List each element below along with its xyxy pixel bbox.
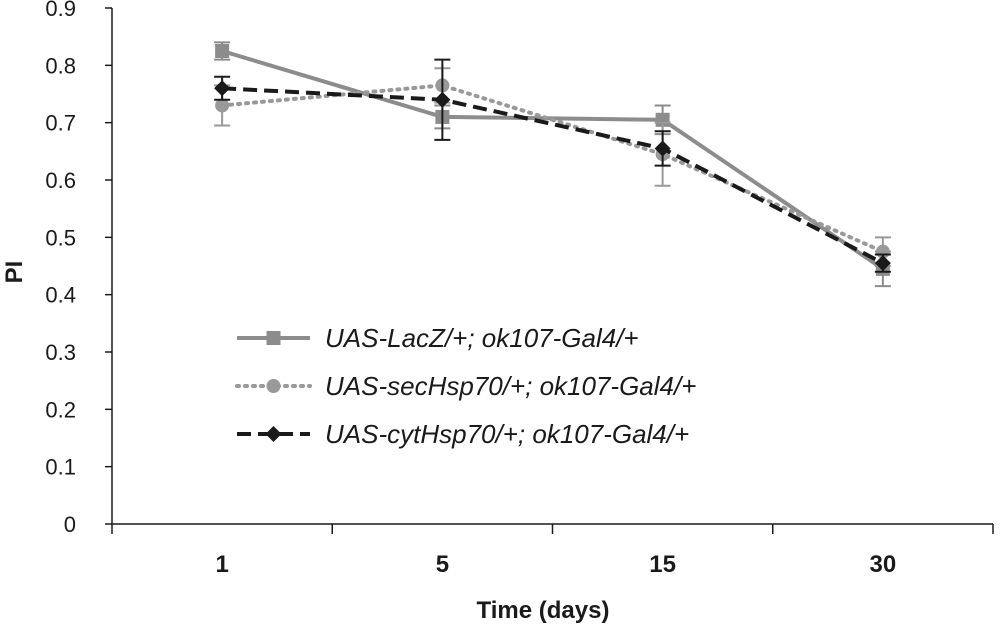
x-axis-title: Time (days) xyxy=(477,597,610,624)
y-tick-label: 0 xyxy=(64,512,76,537)
y-tick-label: 0.7 xyxy=(45,111,76,136)
series-1 xyxy=(214,41,891,288)
y-axis-title: PI xyxy=(1,261,28,284)
legend-marker xyxy=(265,426,282,442)
legend-label: UAS-secHsp70/+; ok107-Gal4/+ xyxy=(325,371,696,401)
data-point xyxy=(215,98,230,113)
series-2 xyxy=(214,67,891,267)
y-tick-label: 0.4 xyxy=(45,283,76,308)
y-tick-label: 0.6 xyxy=(45,168,76,193)
data-point xyxy=(214,80,231,97)
y-axis: 0 0.1 0.2 0.3 0.4 0.5 0.6 0.7 0.8 0.9 xyxy=(45,0,113,537)
x-tick-label: 5 xyxy=(436,551,449,578)
x-axis: 1 5 15 30 xyxy=(111,523,994,578)
y-tick-label: 0.8 xyxy=(45,53,76,78)
y-tick-label: 0.5 xyxy=(45,225,76,250)
legend-marker xyxy=(266,331,281,345)
x-tick-label: 30 xyxy=(870,551,897,578)
legend-item: UAS-secHsp70/+; ok107-Gal4/+ xyxy=(235,371,696,401)
y-tick-label: 0.3 xyxy=(45,340,76,365)
series-line xyxy=(220,83,885,254)
data-point xyxy=(874,255,891,272)
data-point xyxy=(215,44,230,58)
legend: UAS-LacZ/+; ok107-Gal4/+ UAS-secHsp70/+; … xyxy=(235,323,696,449)
y-tick-label: 0.2 xyxy=(45,397,76,422)
legend-label: UAS-LacZ/+; ok107-Gal4/+ xyxy=(325,323,639,353)
legend-item: UAS-cytHsp70/+; ok107-Gal4/+ xyxy=(237,419,689,449)
series-layer xyxy=(214,41,891,288)
legend-item: UAS-LacZ/+; ok107-Gal4/+ xyxy=(237,323,639,353)
legend-marker xyxy=(266,379,281,393)
x-tick-label: 15 xyxy=(649,551,676,578)
y-tick-label: 0.1 xyxy=(45,455,76,480)
y-tick-label: 0.9 xyxy=(45,0,76,21)
legend-label: UAS-cytHsp70/+; ok107-Gal4/+ xyxy=(325,419,689,449)
data-point xyxy=(434,91,451,108)
series-3 xyxy=(214,58,891,273)
series-line xyxy=(222,86,884,265)
data-point xyxy=(654,140,671,157)
x-tick-label: 1 xyxy=(215,551,228,578)
series-line xyxy=(221,49,884,271)
